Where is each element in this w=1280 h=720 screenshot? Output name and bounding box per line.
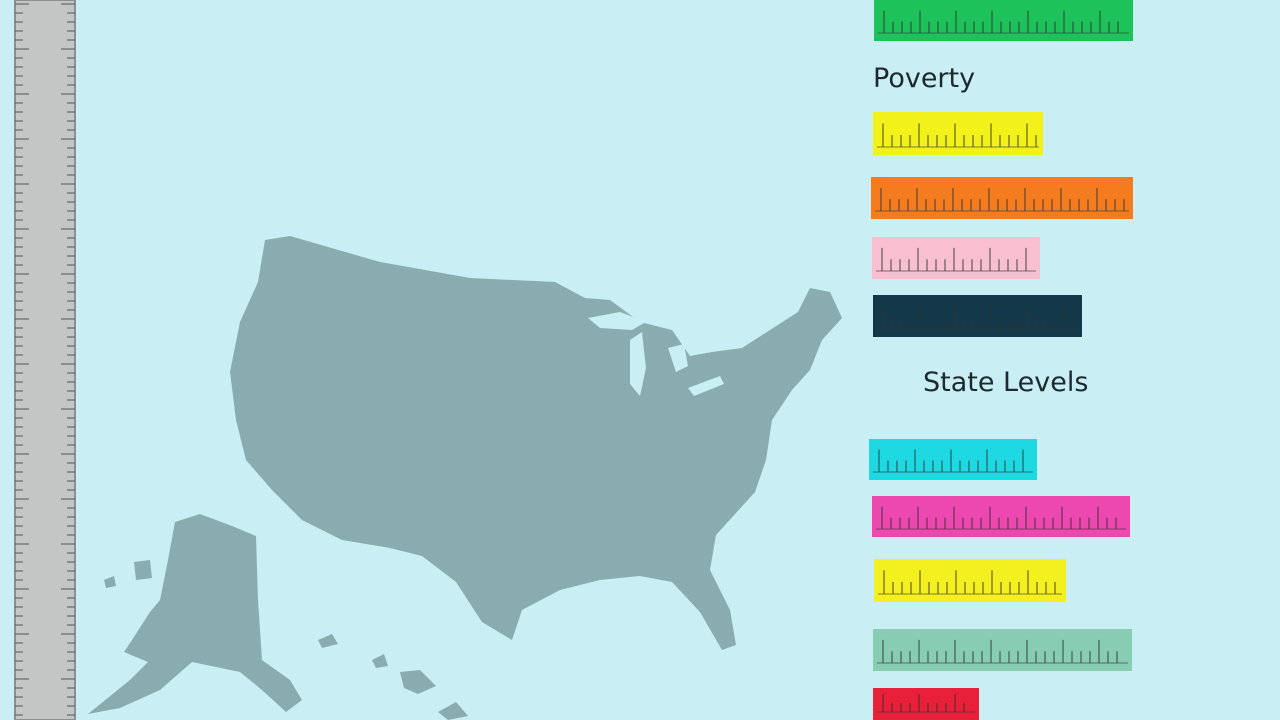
legend-bar	[871, 177, 1133, 219]
alaska	[88, 514, 302, 714]
island	[318, 634, 338, 648]
lake	[588, 312, 646, 330]
legend-bar	[873, 112, 1043, 155]
island	[134, 560, 152, 580]
state-levels-label: State Levels	[923, 367, 1088, 398]
lake	[630, 332, 646, 396]
island	[438, 702, 468, 720]
island	[372, 654, 388, 668]
legend-bars	[869, 0, 1133, 720]
legend-bar	[874, 559, 1066, 602]
lake	[668, 344, 688, 372]
ruler-ticks	[15, 3, 75, 716]
legend-bar	[873, 688, 979, 720]
poverty-label: Poverty	[873, 63, 975, 94]
legend-bar	[869, 439, 1037, 480]
island	[400, 670, 436, 694]
ruler	[14, 0, 76, 720]
contiguous-us	[230, 236, 842, 650]
legend-bar	[873, 295, 1082, 337]
legend-bar	[872, 496, 1130, 537]
map	[88, 236, 842, 720]
legend-bar	[873, 629, 1132, 671]
great-lakes	[588, 312, 724, 396]
lake	[688, 376, 724, 396]
legend-bar	[874, 0, 1133, 41]
island	[104, 576, 116, 588]
legend-bar	[872, 237, 1040, 279]
